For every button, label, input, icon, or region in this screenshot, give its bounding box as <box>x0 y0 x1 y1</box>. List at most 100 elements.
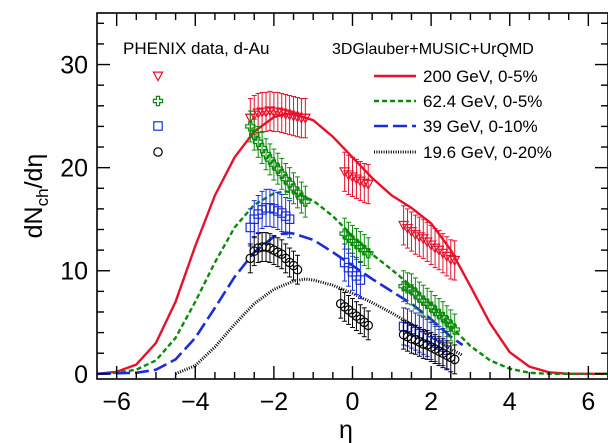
data-point-0-20 <box>358 163 370 204</box>
marker <box>410 288 421 299</box>
marker <box>272 163 284 174</box>
marker <box>245 121 256 132</box>
marker <box>284 214 295 224</box>
data-point-1-5 <box>264 143 276 176</box>
data-point-1-25 <box>410 277 421 310</box>
marker <box>358 178 370 189</box>
y-axis-label: dNch/dη <box>20 154 52 239</box>
marker <box>276 108 288 119</box>
marker <box>284 177 295 189</box>
data-points <box>244 90 461 375</box>
legend-marker-1 <box>152 95 164 107</box>
data-point-0-10 <box>284 94 296 136</box>
marker <box>264 106 276 117</box>
x-tick-label: −2 <box>260 388 289 416</box>
marker <box>409 230 421 241</box>
marker <box>276 168 287 180</box>
legend-label-2: 39 GeV, 0-10% <box>423 117 538 136</box>
legend-marker-2 <box>153 121 163 131</box>
data-point-1-8 <box>276 157 287 190</box>
model-curve-0 <box>96 112 608 375</box>
marker <box>449 255 461 267</box>
marker <box>339 167 351 178</box>
data-point-0-11 <box>287 96 300 137</box>
x-tick-label: −4 <box>181 388 210 416</box>
marker <box>272 107 284 118</box>
marker <box>429 243 441 254</box>
marker <box>363 248 374 259</box>
marker <box>288 183 299 194</box>
data-point-1-10 <box>284 167 295 200</box>
data-point-1-11 <box>288 172 299 205</box>
marker <box>249 129 260 140</box>
marker <box>342 170 355 181</box>
data-point-1-14 <box>300 185 311 218</box>
marker <box>355 275 366 285</box>
marker <box>362 179 374 191</box>
data-point-1-6 <box>268 148 280 181</box>
model-curve-3 <box>175 277 464 376</box>
data-point-0-34 <box>445 239 457 280</box>
marker <box>296 192 307 203</box>
data-point-1-1 <box>249 118 260 151</box>
marker <box>363 320 374 331</box>
data-point-1-4 <box>260 138 272 171</box>
data-point-0-21 <box>362 164 374 205</box>
marker <box>425 240 437 251</box>
marker <box>292 187 303 198</box>
marker <box>441 316 453 327</box>
x-axis-label: η <box>339 416 353 443</box>
data-point-1-13 <box>296 181 307 214</box>
marker <box>449 354 460 365</box>
marker <box>405 227 418 238</box>
marker <box>280 173 291 185</box>
marker <box>445 320 456 331</box>
y-axis: 0 10 20 30 <box>60 22 608 389</box>
data-point-0-5 <box>264 90 276 132</box>
y-tick-label: 20 <box>60 155 88 183</box>
legend-marker-3 <box>153 147 163 157</box>
y-tick-label: 30 <box>60 52 88 80</box>
marker <box>339 228 350 239</box>
data-point-3-20 <box>363 310 374 341</box>
model-curve-1 <box>96 190 608 375</box>
marker <box>280 109 292 120</box>
x-tick-label: 6 <box>581 388 595 416</box>
marker <box>350 174 363 185</box>
data-point-2-15 <box>355 260 366 300</box>
marker <box>398 281 409 292</box>
y-tick-label: 0 <box>74 361 88 389</box>
data-point-1-24 <box>406 273 417 306</box>
x-tick-label: −6 <box>102 388 131 416</box>
marker <box>406 284 417 295</box>
data-point-3-34 <box>449 344 460 375</box>
marker <box>264 154 276 165</box>
data-point-1-12 <box>292 176 303 209</box>
marker <box>417 234 429 245</box>
marker <box>292 264 303 275</box>
marker <box>437 248 449 260</box>
marker <box>260 149 272 160</box>
marker <box>402 283 413 294</box>
data-point-0-8 <box>276 92 288 134</box>
marker <box>421 237 433 248</box>
data-point-0-35 <box>449 240 461 281</box>
marker <box>425 301 437 313</box>
legend-marker-0 <box>152 71 164 82</box>
data-point-1-34 <box>445 309 456 342</box>
legend: 200 GeV, 0-5% 62.4 GeV, 0-5% 39 GeV, 0-10%… <box>152 67 552 162</box>
marker <box>401 223 414 235</box>
data-point-2-10 <box>284 200 295 239</box>
data-point-0-12 <box>291 97 304 138</box>
x-tick-label: 2 <box>424 388 438 416</box>
marker <box>284 110 296 121</box>
x-tick-label: 0 <box>346 388 360 416</box>
marker <box>441 251 453 263</box>
x-tick-label: 4 <box>503 388 517 416</box>
marker <box>437 311 449 323</box>
legend-right-title: 3DGlauber+MUSIC+UrQMD <box>332 41 534 58</box>
legend-label-3: 19.6 GeV, 0-20% <box>423 143 552 162</box>
legend-left-title: PHENIX data, d-Au <box>123 39 269 58</box>
marker <box>449 324 460 335</box>
